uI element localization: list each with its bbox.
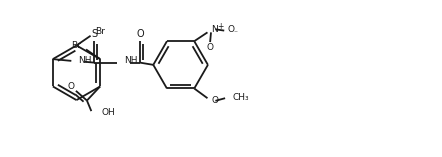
Text: O: O: [136, 29, 144, 39]
Text: CH₃: CH₃: [232, 93, 249, 102]
Text: O: O: [206, 43, 213, 52]
Text: Br: Br: [95, 27, 105, 36]
Text: O: O: [68, 82, 75, 91]
Text: OH: OH: [101, 108, 115, 117]
Text: ⁻: ⁻: [234, 29, 238, 38]
Text: NH: NH: [124, 56, 138, 65]
Text: N: N: [211, 25, 218, 34]
Text: +: +: [217, 22, 224, 31]
Text: NH: NH: [78, 56, 92, 65]
Text: O: O: [228, 25, 235, 34]
Text: Br: Br: [72, 41, 81, 49]
Text: O: O: [211, 96, 218, 105]
Text: S: S: [91, 29, 97, 39]
